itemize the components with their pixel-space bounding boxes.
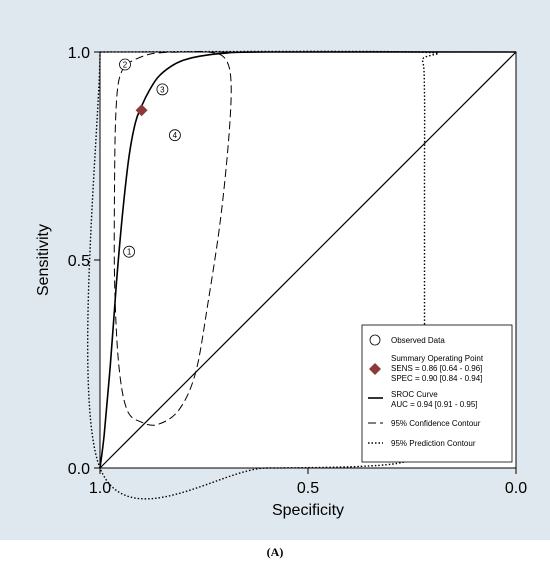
observed-point: 4 [168, 129, 181, 142]
observed-point: 2 [119, 58, 131, 71]
legend-observed-symbol [369, 334, 381, 346]
observed-point-label: 1 [127, 248, 132, 257]
x-tick-label: 0.5 [297, 480, 319, 497]
legend-spec-value: SPEC = 0.90 [0.84 - 0.94] [391, 374, 482, 383]
legend-auc-value: AUC = 0.94 [0.91 - 0.95] [391, 400, 478, 409]
legend-box [361, 324, 513, 463]
x-tick-label: 1.0 [89, 480, 111, 497]
observed-point-label: 3 [160, 85, 165, 94]
legend: Observed Data Summary Operating Point SE… [361, 324, 513, 463]
figure-caption: (A) [266, 545, 284, 559]
summary-operating-point [135, 104, 148, 117]
x-tick-label: 0.0 [505, 480, 527, 497]
sroc-chart: 0.0 0.5 1.0 Sensitivity 1.0 0.5 0.0 Spec… [35, 45, 527, 519]
x-axis: 1.0 0.5 0.0 Specificity [89, 468, 527, 519]
legend-summary-title: Summary Operating Point [391, 354, 484, 363]
observed-point-circle [168, 129, 181, 142]
observed-data-points: 1 2 3 4 [119, 58, 181, 258]
y-tick-label: 0.5 [68, 253, 90, 270]
observed-point-circle [119, 58, 131, 71]
prediction-contour [86, 50, 440, 500]
observed-point: 3 [156, 83, 169, 96]
legend-prediction-label: 95% Prediction Contour [391, 439, 476, 448]
legend-summary-symbol [369, 363, 381, 375]
chance-diagonal-line [99, 51, 517, 469]
y-axis: 0.0 0.5 1.0 Sensitivity [35, 45, 100, 478]
y-axis-title: Sensitivity [35, 224, 52, 296]
observed-point-circle [156, 83, 169, 96]
confidence-contour [113, 50, 232, 426]
legend-sroc-title: SROC Curve [391, 390, 438, 399]
legend-confidence-label: 95% Confidence Contour [391, 419, 481, 428]
x-axis-title: Specificity [272, 502, 344, 519]
observed-point-label: 4 [173, 131, 178, 140]
y-tick-label: 0.0 [68, 461, 90, 478]
observed-point-label: 2 [123, 61, 128, 70]
legend-observed-label: Observed Data [391, 336, 445, 345]
y-tick-label: 1.0 [68, 45, 90, 62]
legend-sens-value: SENS = 0.86 [0.64 - 0.96] [391, 364, 482, 373]
sroc-curve [99, 51, 517, 469]
observed-point-circle [123, 245, 136, 258]
observed-point: 1 [123, 245, 136, 258]
